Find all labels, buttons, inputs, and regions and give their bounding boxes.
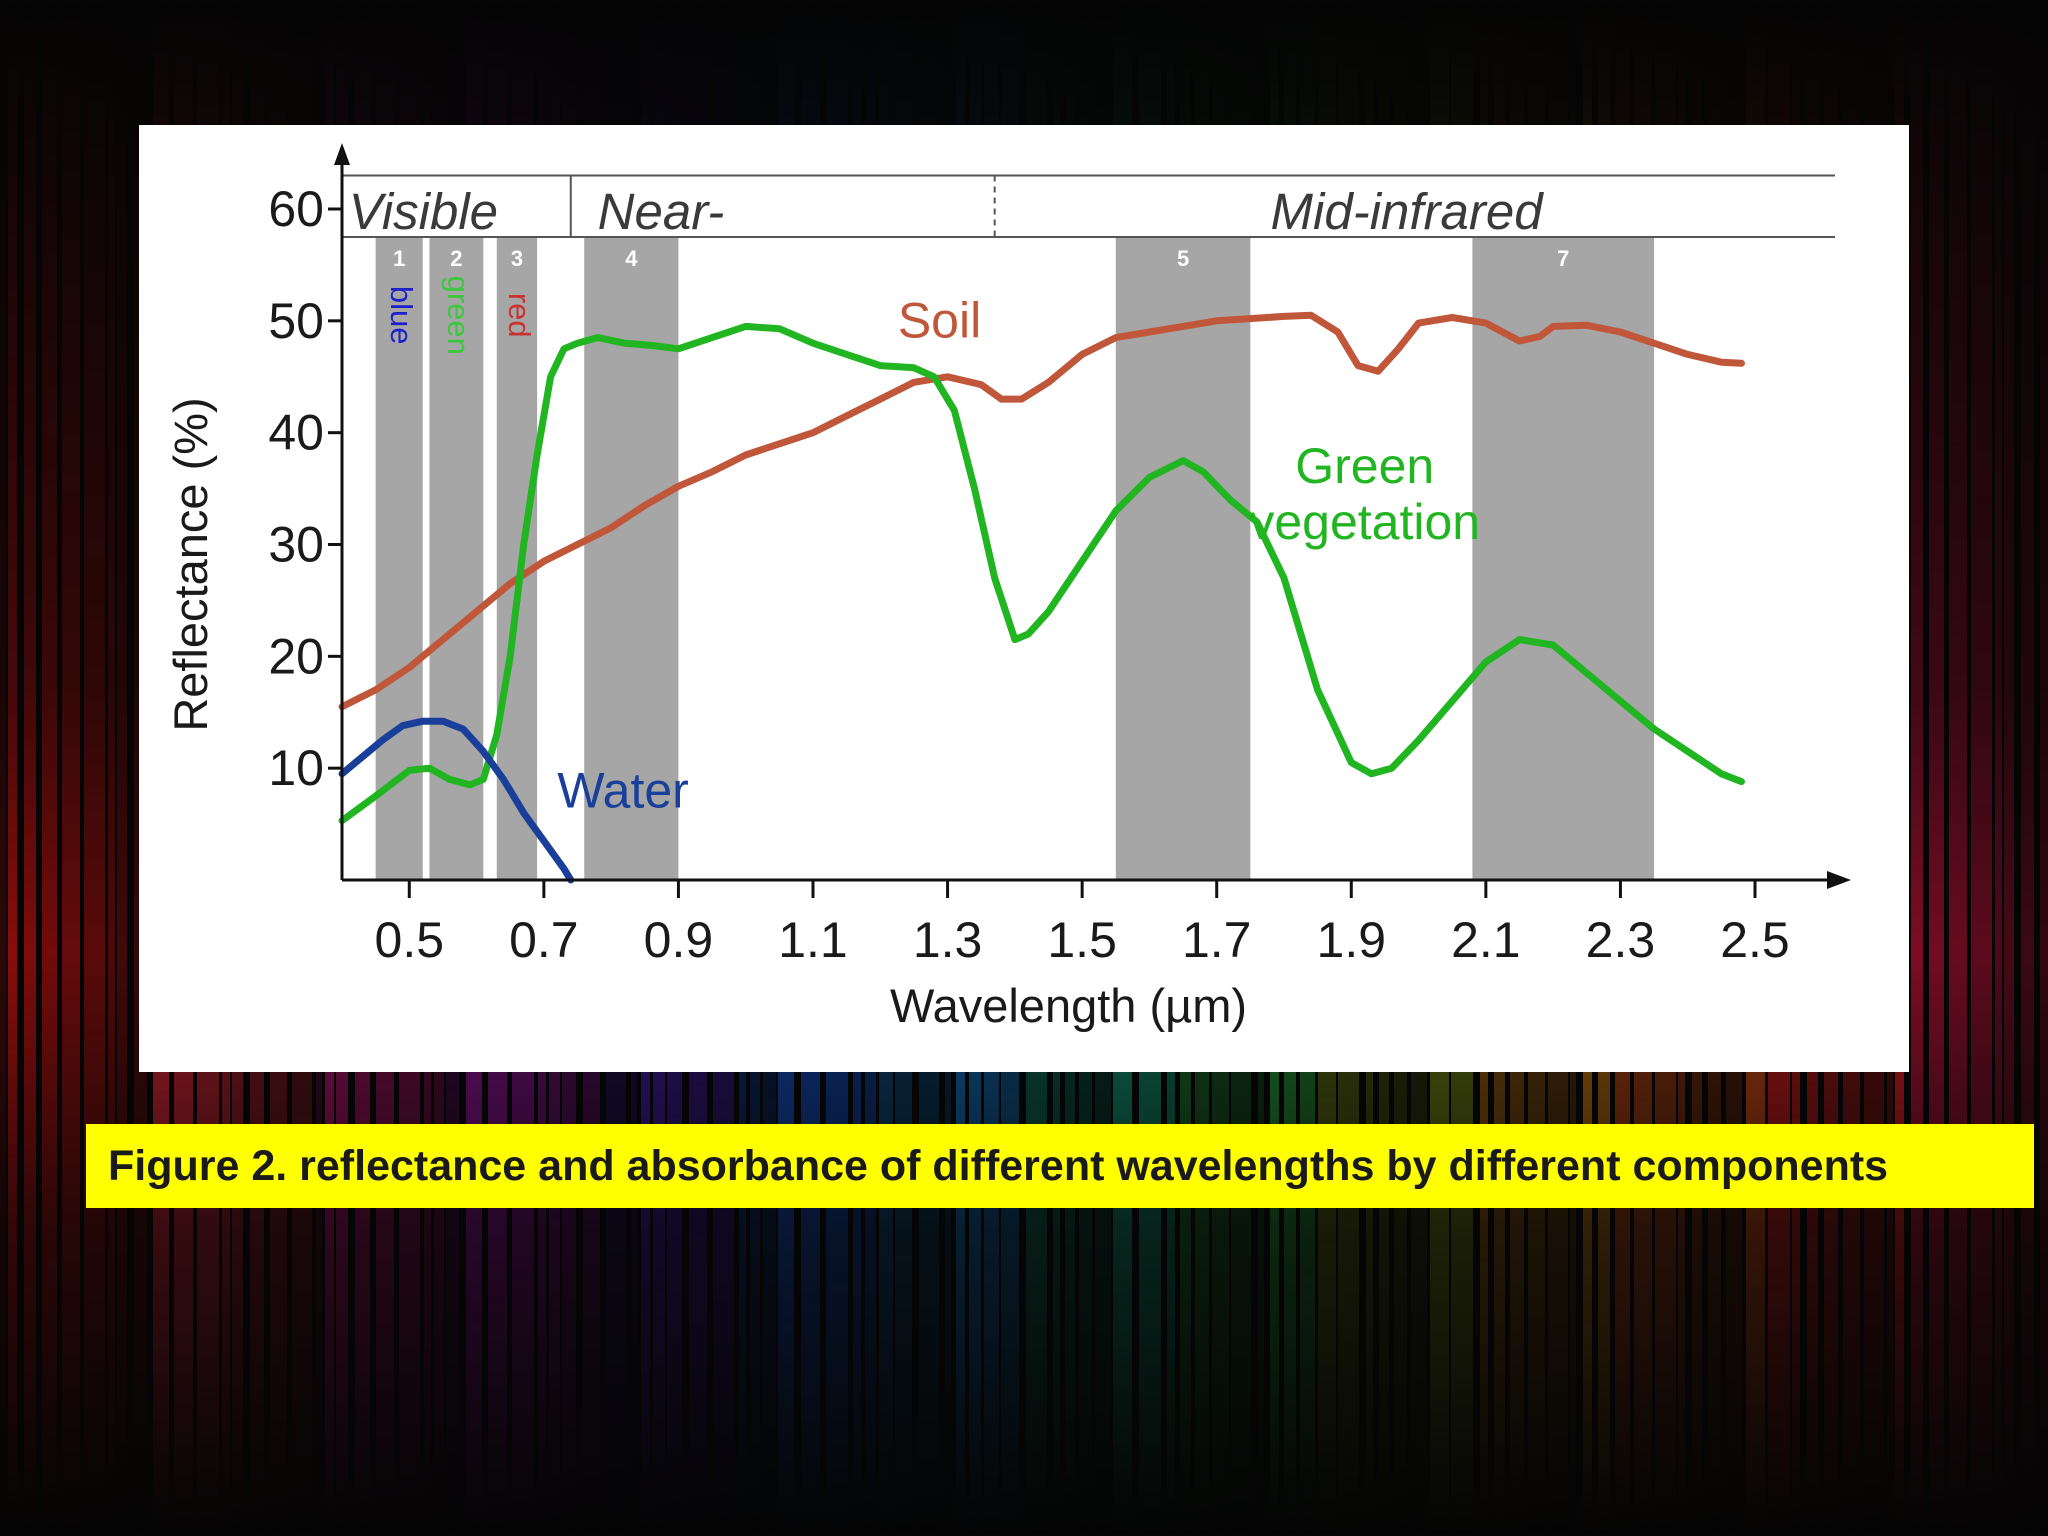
band-number: 4 (625, 246, 638, 271)
y-tick-label: 20 (268, 628, 324, 684)
x-axis-arrow (1827, 871, 1851, 889)
x-tick-label: 2.1 (1451, 912, 1521, 968)
stripe (84, 0, 105, 1536)
x-tick-label: 1.5 (1047, 912, 1117, 968)
band-number: 5 (1177, 246, 1189, 271)
spectral-band (1115, 236, 1251, 880)
series-label: Water (557, 762, 689, 818)
x-axis-title: Wavelength (µm) (890, 979, 1247, 1032)
spectral-band (496, 236, 538, 880)
band-number: 7 (1557, 246, 1569, 271)
region-label: Mid-infrared (1271, 183, 1545, 240)
x-tick-label: 2.3 (1586, 912, 1656, 968)
x-tick-label: 0.5 (375, 912, 445, 968)
x-tick-label: 1.9 (1317, 912, 1387, 968)
x-tick-label: 1.1 (778, 912, 848, 968)
stripe (2021, 0, 2034, 1536)
water-curve (338, 717, 575, 884)
band-number: 1 (393, 246, 405, 271)
vegetation-curve (338, 322, 1745, 825)
x-tick-label: 0.7 (509, 912, 579, 968)
stripe (117, 0, 127, 1536)
stripe (1971, 0, 1992, 1536)
y-axis-title: Reflectance (%) (164, 397, 217, 731)
series-label: Green (1295, 438, 1434, 494)
stripe (1995, 0, 2002, 1536)
caption-box: Figure 2. reflectance and absorbance of … (86, 1124, 2034, 1208)
stripe (62, 0, 80, 1536)
band-color-label: red (502, 293, 537, 338)
stripe (1911, 0, 1923, 1536)
series-label: vegetation (1249, 494, 1480, 550)
y-tick-label: 60 (268, 181, 324, 237)
y-axis-arrow (334, 143, 350, 165)
chart-panel: 1 blue 2 green 3 red 4 5 7 Visible Near- Mid-infrar… (139, 125, 1909, 1072)
figure-caption: Figure 2. reflectance and absorbance of … (108, 1141, 1889, 1190)
stripe (108, 0, 115, 1536)
soil-curve (338, 311, 1745, 711)
stripe (8, 0, 17, 1536)
y-tick-label: 40 (268, 405, 324, 461)
band-number: 2 (450, 246, 462, 271)
x-tick-label: 1.3 (913, 912, 983, 968)
band-color-label: green (441, 276, 476, 355)
stripe (0, 0, 6, 1536)
spectral-band (1472, 236, 1655, 880)
stripe (42, 0, 57, 1536)
stripe (2004, 0, 2014, 1536)
region-label: Near- (598, 183, 725, 240)
series-label: Soil (898, 293, 981, 349)
x-tick-label: 1.7 (1182, 912, 1252, 968)
band-color-label: blue (384, 286, 419, 345)
region-label: Visible (349, 183, 498, 240)
stripe (1929, 0, 1944, 1536)
y-tick-label: 10 (268, 740, 324, 796)
y-tick-label: 30 (268, 517, 324, 573)
stripe (1949, 0, 1967, 1536)
stripe (24, 0, 36, 1536)
stripe (2040, 0, 2048, 1536)
x-tick-label: 0.9 (644, 912, 714, 968)
band-number: 3 (511, 246, 523, 271)
y-tick-label: 50 (268, 293, 324, 349)
reflectance-chart: 1 blue 2 green 3 red 4 5 7 Visible Near- Mid-infrar… (164, 143, 1851, 1032)
x-tick-label: 2.5 (1720, 912, 1790, 968)
